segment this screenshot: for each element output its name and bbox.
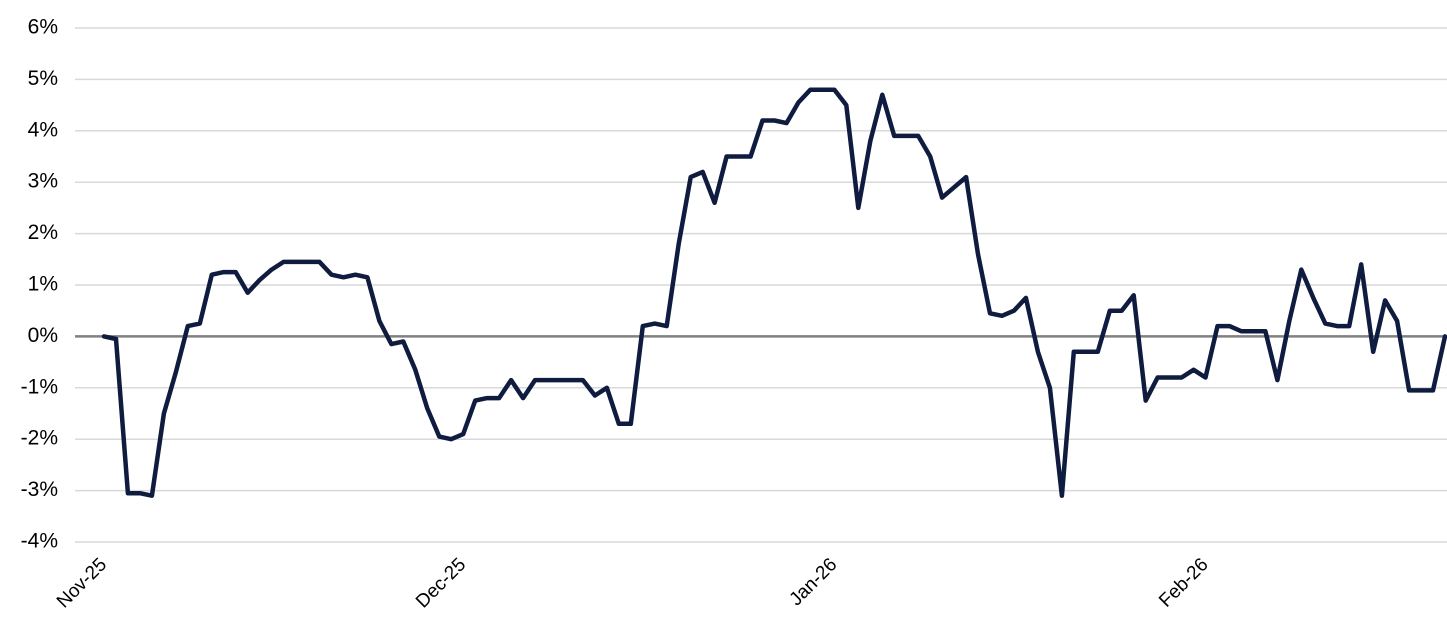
y-tick-label: 4% [28, 118, 58, 141]
y-tick-label: 1% [28, 273, 58, 296]
y-tick-label: -3% [21, 478, 58, 501]
y-tick-label: 3% [28, 170, 58, 193]
data-line [101, 87, 1447, 498]
y-tick-label: -2% [21, 427, 58, 450]
y-tick-label: 5% [28, 67, 58, 90]
x-tick-label: Nov-25 [53, 554, 111, 612]
x-tick-label: Dec-25 [412, 554, 470, 612]
y-tick-label: 6% [28, 16, 58, 39]
y-tick-label: 0% [28, 324, 58, 347]
x-tick-label: Jan-26 [786, 554, 842, 610]
y-tick-label: 2% [28, 221, 58, 244]
y-tick-label: -1% [21, 375, 58, 398]
y-tick-label: -4% [21, 530, 58, 553]
x-tick-label: Feb-26 [1155, 554, 1212, 611]
